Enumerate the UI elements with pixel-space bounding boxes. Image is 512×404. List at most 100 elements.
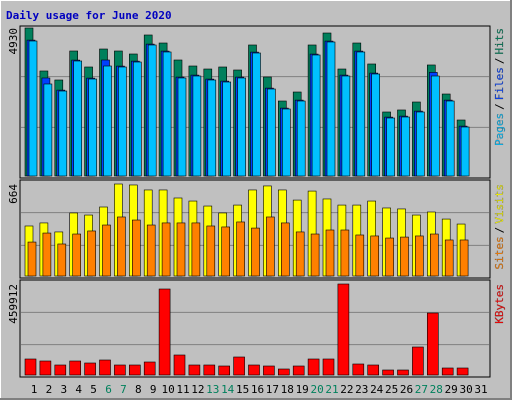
bar [311,54,321,177]
x-tick-label: 20 [310,383,323,396]
bar [445,100,455,177]
bar [43,83,53,177]
x-tick-label: 27 [415,383,428,396]
legend-entry: Pages [493,113,506,146]
bar [382,369,394,376]
x-tick-label: 3 [60,383,67,396]
bar [72,233,81,277]
bar [370,235,380,277]
bar [162,51,172,177]
x-tick-label: 19 [296,383,309,396]
bar [292,365,305,376]
panel [19,279,491,378]
bar [173,354,186,376]
x-tick-label: 23 [355,383,368,396]
bar [218,365,230,376]
bar [307,358,320,376]
x-tick-label: 7 [120,383,127,396]
bar [252,52,261,177]
legend-separator: / [493,227,506,234]
bar [233,356,245,376]
bar [146,224,156,277]
legend-entry: Files [493,67,506,100]
bar [143,361,156,376]
bar [84,362,96,376]
bar [132,219,141,277]
bar [341,75,351,177]
legend: Pages / Files / Hits [493,28,506,146]
y-max-label: 4930 [7,28,20,55]
bar [356,51,366,177]
bar [103,65,112,177]
x-tick-label: 28 [430,383,443,396]
bar [58,90,68,177]
x-tick-label: 11 [176,383,189,396]
bar [459,239,469,277]
bar [280,222,290,277]
legend-separator: / [493,103,506,110]
legend: Sites / Visits [493,184,506,270]
bar [397,369,409,376]
bar [266,216,275,277]
y-max-label: 664 [7,184,20,204]
x-tick-label: 1 [31,383,38,396]
legend-entry: Hits [493,28,506,55]
bar [263,365,275,376]
bar [207,79,217,177]
bar [386,117,395,177]
bar [310,233,320,277]
bar [114,364,126,376]
bar [158,288,171,376]
x-tick-label: 22 [340,383,353,396]
bar [147,44,157,177]
bar [237,77,246,177]
bar [401,116,410,177]
bar [296,100,306,177]
bar [236,221,245,277]
x-tick-label: 2 [46,383,53,396]
x-tick-label: 17 [266,383,279,396]
bar [203,364,216,376]
bar [24,358,37,376]
bar [385,237,394,277]
bar [326,41,336,177]
bar [248,364,260,376]
bar [118,66,127,177]
bar [295,231,305,277]
bar [415,235,424,277]
x-tick-label: 18 [281,383,294,396]
bar [88,78,97,177]
bar [367,364,380,376]
bar [99,359,111,376]
legend-entry: Sites [493,236,506,269]
bar [221,226,230,277]
bar [371,73,381,177]
x-tick-label: 31 [474,383,487,396]
x-tick-label: 29 [445,383,458,396]
bar [277,368,290,376]
bar [28,40,38,177]
bar [340,229,350,277]
legend-entry: Visits [493,184,506,224]
bar [337,283,350,376]
bar [117,216,126,277]
bar [400,236,409,277]
legend-entry: KBytes [493,284,506,324]
bar [161,222,171,277]
bar [267,88,276,177]
chart-title: Daily usage for June 2020 [6,9,172,22]
x-tick-label: 26 [400,383,413,396]
x-tick-label: 6 [105,383,112,396]
bar [325,229,335,277]
bar [54,364,67,376]
bar [416,111,425,177]
bar [355,234,365,277]
x-tick-label: 13 [206,383,219,396]
x-tick-label: 25 [385,383,398,396]
legend-separator: / [493,58,506,65]
bar [430,75,440,177]
bar [322,358,335,376]
x-tick-label: 30 [459,383,472,396]
